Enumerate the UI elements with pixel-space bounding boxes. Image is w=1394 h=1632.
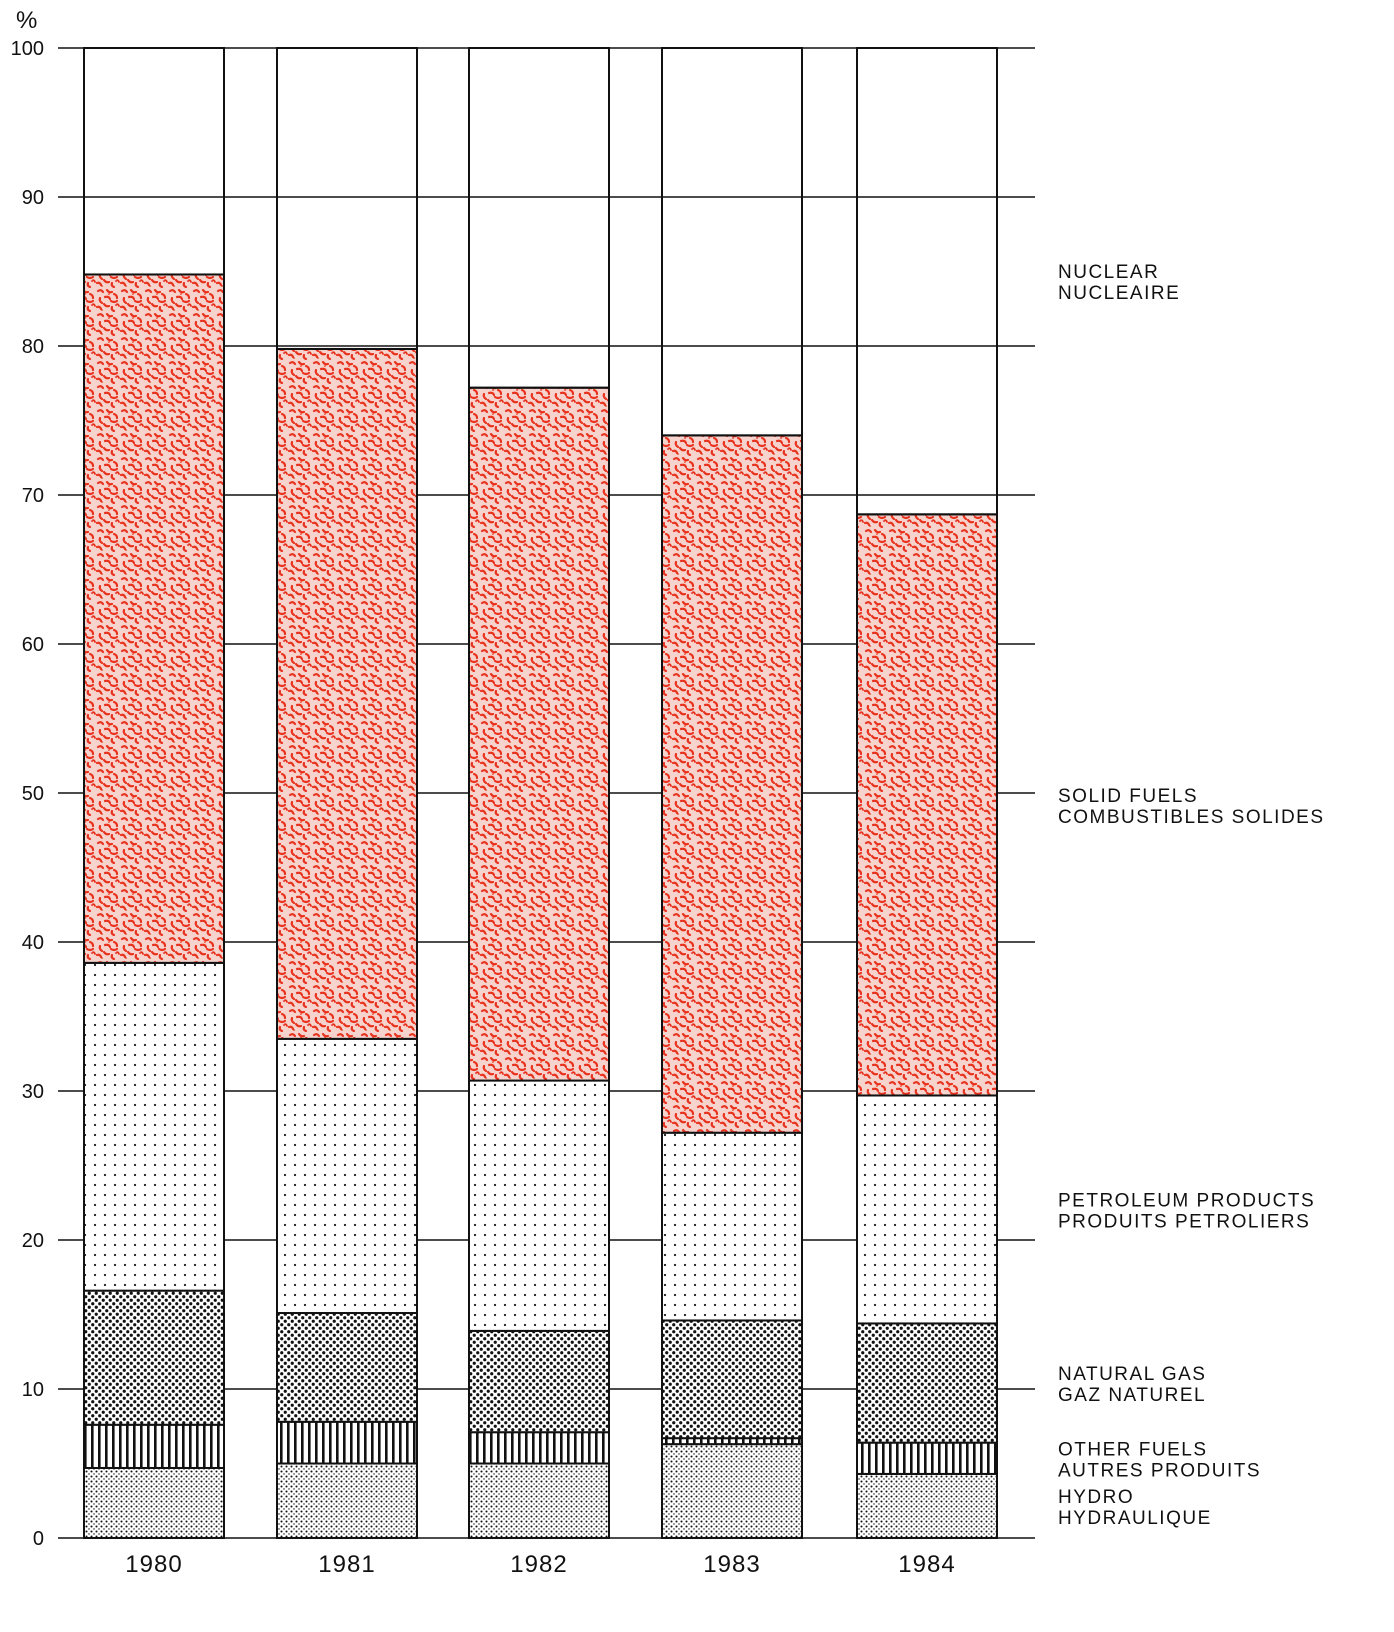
bar-segment-other-fuels-1980 [83, 1423, 225, 1469]
bar-stack-1980 [83, 47, 225, 1539]
bar-segment-nuclear-1982 [468, 47, 610, 389]
y-tick-label-20: 20 [22, 1230, 44, 1252]
legend-label-fr-nuclear: NUCLEAIRE [1058, 283, 1180, 304]
y-tick-label-10: 10 [22, 1379, 44, 1401]
y-tick-label-0: 0 [33, 1528, 44, 1550]
bar-segment-hydro-1980 [83, 1466, 225, 1539]
y-tick-label-50: 50 [22, 783, 44, 805]
bar-segment-solid-fuels-1983 [661, 434, 803, 1134]
x-tick-label-1981: 1981 [318, 1551, 375, 1578]
bar-segment-nuclear-1984 [856, 47, 998, 516]
bar-segment-nuclear-1980 [83, 47, 225, 276]
bar-stack-1981 [276, 47, 418, 1539]
bar-segment-petroleum-products-1982 [468, 1079, 610, 1332]
bar-segment-other-fuels-1981 [276, 1420, 418, 1465]
y-tick-label-40: 40 [22, 932, 44, 954]
bar-stack-1984 [856, 47, 998, 1540]
legend-label-other-fuels: OTHER FUELS [1058, 1439, 1208, 1460]
y-tick-label-100: 100 [11, 38, 44, 60]
bar-segment-solid-fuels-1980 [83, 273, 225, 964]
bar-segment-natural-gas-1980 [83, 1289, 225, 1426]
bar-segment-solid-fuels-1984 [856, 513, 998, 1097]
bar-segment-hydro-1982 [468, 1462, 610, 1539]
y-tick-label-70: 70 [22, 485, 44, 507]
x-tick-label-1980: 1980 [125, 1551, 182, 1578]
bar-segment-petroleum-products-1983 [661, 1131, 803, 1322]
legend-label-fr-natural-gas: GAZ NATUREL [1058, 1385, 1206, 1406]
y-tick-label-60: 60 [22, 634, 44, 656]
y-axis-unit-label: % [16, 7, 37, 34]
bar-segment-natural-gas-1983 [661, 1319, 803, 1440]
x-tick-label-1982: 1982 [510, 1551, 567, 1578]
bar-stack-1983 [661, 47, 803, 1540]
legend-label-hydro: HYDRO [1058, 1487, 1134, 1508]
bar-segment-solid-fuels-1982 [468, 386, 610, 1082]
bar-segment-solid-fuels-1981 [276, 347, 418, 1040]
legend-label-fr-solid-fuels: COMBUSTIBLES SOLIDES [1058, 807, 1325, 828]
legend-label-fr-hydro: HYDRAULIQUE [1058, 1508, 1212, 1529]
x-axis-labels: 1980 1981 1982 1983 1984 [125, 1551, 955, 1578]
y-tick-label-90: 90 [22, 187, 44, 209]
bar-segment-nuclear-1981 [276, 47, 418, 350]
x-tick-label-1983: 1983 [703, 1551, 760, 1578]
bar-segment-hydro-1984 [856, 1472, 998, 1540]
legend-label-fr-other-fuels: AUTRES PRODUITS [1058, 1460, 1261, 1481]
bar-segment-other-fuels-1982 [468, 1431, 610, 1465]
legend-label-natural-gas: NATURAL GAS [1058, 1364, 1206, 1385]
y-tick-label-30: 30 [22, 1081, 44, 1103]
legend-label-fr-petroleum-products: PRODUITS PETROLIERS [1058, 1211, 1310, 1232]
bar-segment-natural-gas-1984 [856, 1322, 998, 1444]
bar-segment-petroleum-products-1980 [83, 961, 225, 1292]
legend-label-petroleum-products: PETROLEUM PRODUCTS [1058, 1190, 1315, 1211]
bars [83, 47, 998, 1540]
y-tick-label-80: 80 [22, 336, 44, 358]
x-tick-label-1984: 1984 [898, 1551, 955, 1578]
bar-segment-hydro-1981 [276, 1462, 418, 1539]
bar-stack-1982 [468, 47, 610, 1539]
bar-segment-petroleum-products-1984 [856, 1094, 998, 1325]
legend-label-solid-fuels: SOLID FUELS [1058, 786, 1198, 807]
bar-segment-natural-gas-1981 [276, 1312, 418, 1423]
legend-label-nuclear: NUCLEAR [1058, 262, 1159, 283]
bar-segment-petroleum-products-1981 [276, 1037, 418, 1315]
bar-segment-nuclear-1983 [661, 47, 803, 437]
bar-segment-natural-gas-1982 [468, 1329, 610, 1434]
bar-segment-other-fuels-1984 [856, 1441, 998, 1475]
bar-segment-hydro-1983 [661, 1443, 803, 1540]
